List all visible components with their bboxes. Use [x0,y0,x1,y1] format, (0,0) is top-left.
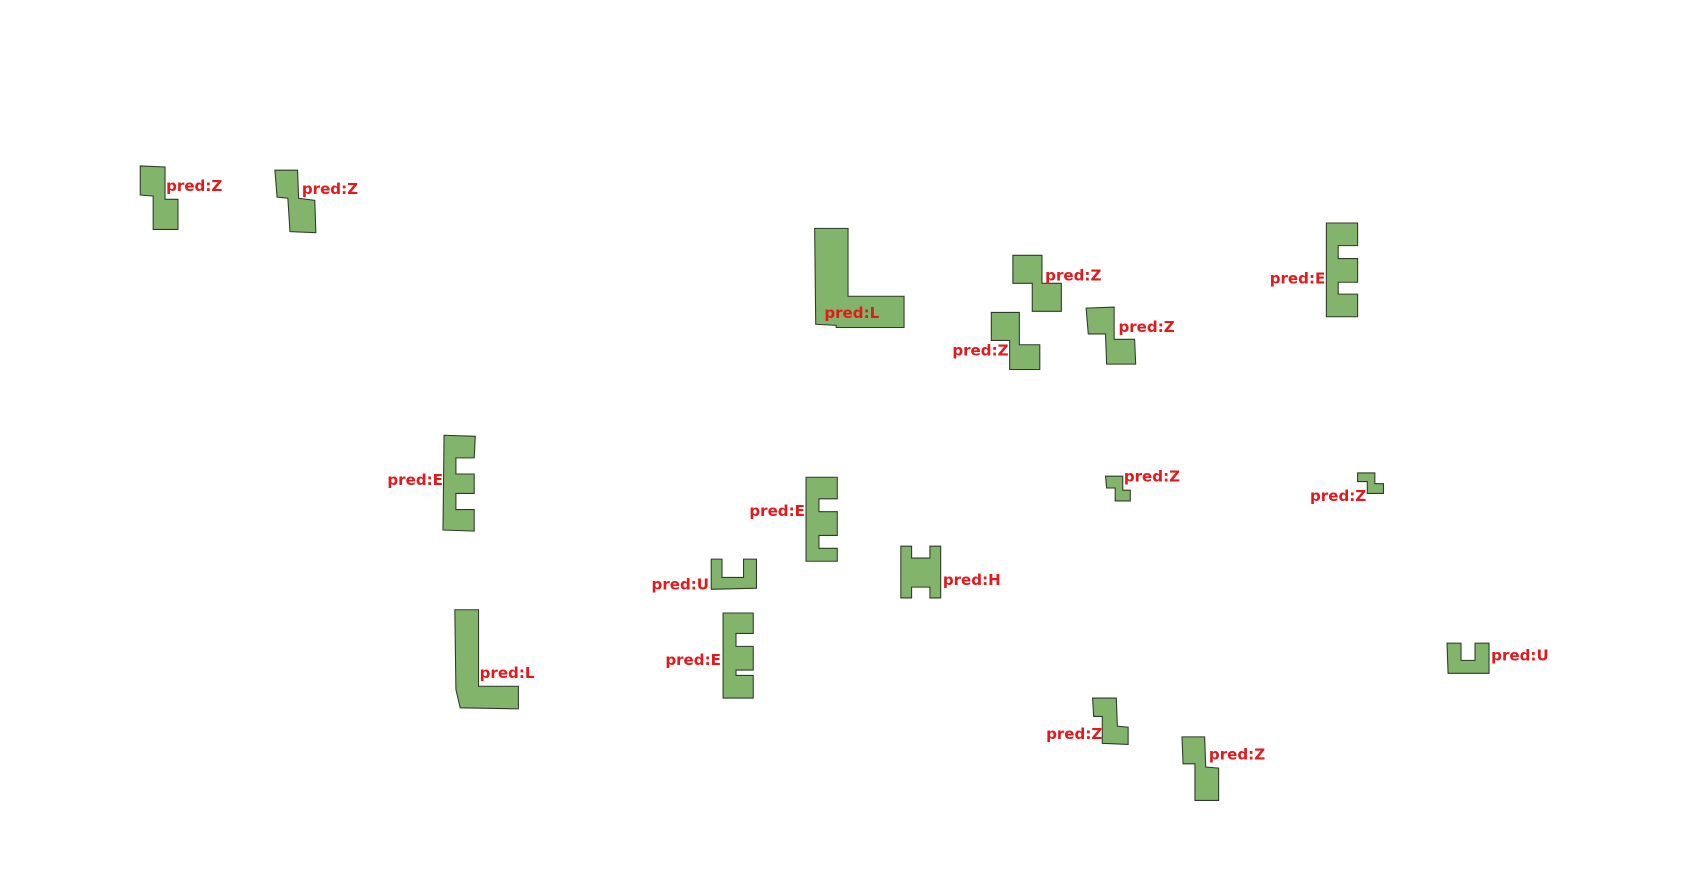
footprint [710,558,758,590]
prediction-label: pred:Z [1124,468,1180,486]
prediction-label: pred:Z [1118,318,1174,336]
prediction-label: pred:Z [1045,266,1101,284]
prediction-label: pred:Z [1209,746,1265,764]
prediction-label: pred:L [480,664,535,682]
footprint [990,311,1041,371]
labels: pred:Z pred:Z pred:L pred:Z pred:Z pred:… [166,177,1549,764]
footprint [1325,222,1359,318]
prediction-label: pred:E [665,651,721,669]
prediction-label: pred:E [749,502,805,520]
prediction-label: pred:Z [1046,725,1102,743]
footprint [900,545,942,599]
prediction-label: pred:E [1270,270,1326,288]
prediction-label: pred:Z [302,180,358,198]
footprint [805,476,838,562]
footprint [1357,472,1384,494]
footprint [454,609,519,710]
footprint [1181,736,1220,801]
footprints [139,165,1490,801]
prediction-label: pred:Z [1310,487,1366,505]
footprint [442,434,476,532]
prediction-label: pred:L [824,304,879,322]
footprint [722,612,754,699]
prediction-label: pred:E [387,471,443,489]
prediction-label: pred:U [652,575,710,593]
prediction-label: pred:U [1491,647,1549,665]
footprint [1104,475,1131,502]
footprint [139,165,179,231]
footprint [1085,306,1137,365]
prediction-label: pred:Z [166,177,222,195]
prediction-label: pred:Z [952,342,1008,360]
footprint [814,227,905,329]
prediction-label: pred:H [943,571,1001,589]
footprint [1446,642,1490,674]
footprint [274,169,317,234]
footprint [1092,697,1129,745]
footprint [1012,254,1062,312]
